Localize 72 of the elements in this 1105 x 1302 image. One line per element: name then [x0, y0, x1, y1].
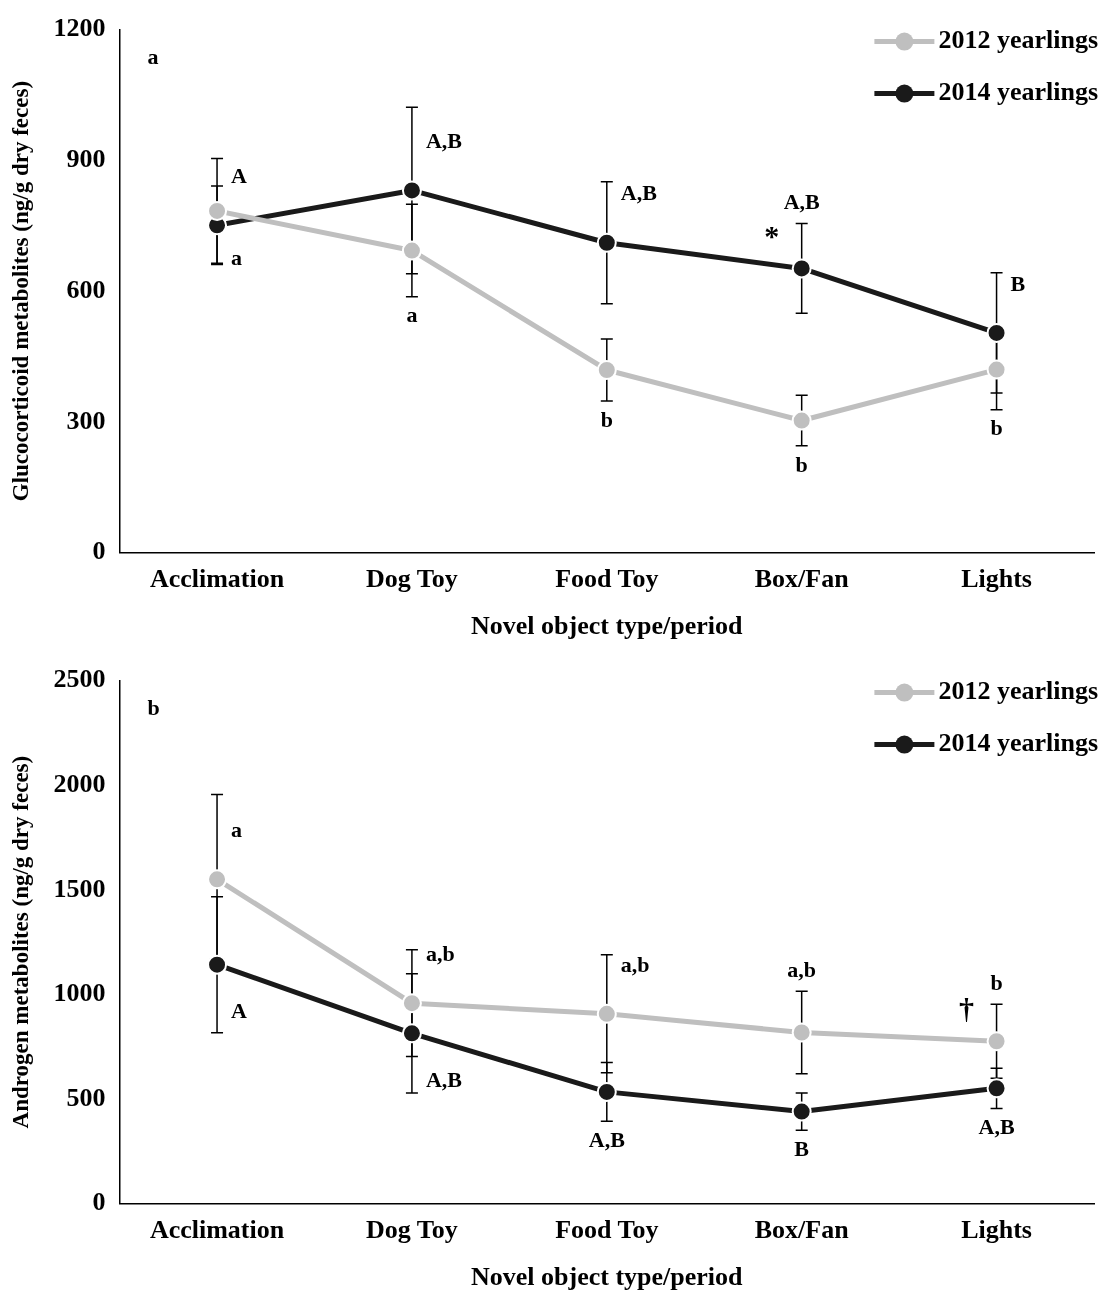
point: [791, 258, 812, 279]
data-label: a,b: [425, 940, 455, 966]
point: [986, 359, 1007, 380]
point: [401, 993, 422, 1014]
x-tick-label: Food Toy: [555, 563, 659, 593]
y-tick-label: 0: [92, 536, 106, 566]
x-axis-title: Novel object type/period: [471, 1262, 744, 1292]
annotation: *: [764, 219, 780, 253]
data-label: B: [1010, 270, 1026, 296]
legend-label: 2012 yearlings: [938, 676, 1098, 706]
y-tick-label: 2500: [53, 664, 106, 694]
data-label: A,B: [425, 128, 463, 154]
data-label: a: [406, 302, 418, 328]
y-axis-title: Androgen metabolites (ng/g dry feces): [7, 755, 33, 1129]
y-tick-label: 2000: [53, 768, 106, 798]
y-tick-label: 600: [66, 274, 106, 304]
x-tick-label: Box/Fan: [754, 1214, 850, 1244]
data-label: b: [600, 406, 613, 432]
point: [401, 180, 422, 201]
point: [401, 1023, 422, 1044]
annotation: †: [959, 992, 975, 1026]
point: [986, 1078, 1007, 1099]
y-tick-label: 900: [66, 144, 106, 174]
legend-label: 2014 yearlings: [938, 728, 1098, 758]
data-label: A,B: [588, 1126, 626, 1152]
annotation: b: [147, 695, 160, 721]
legend-label: 2012 yearlings: [938, 25, 1098, 55]
x-axis-title: Novel object type/period: [471, 611, 744, 641]
point: [986, 322, 1007, 343]
data-label: A,B: [783, 189, 821, 215]
point: [207, 869, 228, 890]
y-tick-label: 1000: [53, 978, 106, 1008]
point: [207, 954, 228, 975]
x-tick-label: Lights: [961, 1214, 1032, 1244]
point: [596, 1003, 617, 1024]
data-label: b: [795, 451, 808, 477]
x-tick-label: Lights: [961, 563, 1032, 593]
y-tick-label: 0: [92, 1187, 106, 1217]
y-tick-label: 300: [66, 405, 106, 435]
legend-label: 2014 yearlings: [938, 77, 1098, 107]
y-tick-label: 1200: [53, 13, 106, 43]
x-tick-label: Box/Fan: [754, 563, 850, 593]
y-tick-label: 1500: [53, 873, 106, 903]
data-label: a,b: [787, 956, 817, 982]
data-label: b: [990, 415, 1003, 441]
point: [791, 410, 812, 431]
point: [791, 1101, 812, 1122]
data-label: b: [990, 969, 1003, 995]
data-label: A: [231, 162, 248, 188]
point: [207, 200, 228, 221]
y-axis-title: Glucocorticoid metabolites (ng/g dry feces): [7, 80, 33, 502]
annotation: a: [147, 44, 159, 70]
point: [596, 232, 617, 253]
data-label: a,b: [620, 951, 650, 977]
data-label: A,B: [620, 180, 658, 206]
data-label: A: [231, 998, 248, 1024]
x-tick-label: Dog Toy: [366, 1214, 458, 1244]
data-label: a: [231, 244, 243, 270]
data-label: A,B: [978, 1114, 1015, 1140]
x-tick-label: Dog Toy: [366, 563, 458, 593]
data-label: a: [231, 817, 243, 843]
data-label: A,B: [425, 1067, 463, 1092]
point: [596, 1081, 617, 1102]
data-label: B: [794, 1135, 810, 1161]
point: [791, 1022, 812, 1043]
y-tick-label: 500: [66, 1082, 106, 1112]
point: [401, 240, 422, 261]
point: [596, 359, 617, 380]
x-tick-label: Acclimation: [149, 563, 285, 593]
x-tick-label: Acclimation: [149, 1214, 285, 1244]
point: [986, 1031, 1007, 1052]
x-tick-label: Food Toy: [555, 1214, 659, 1244]
